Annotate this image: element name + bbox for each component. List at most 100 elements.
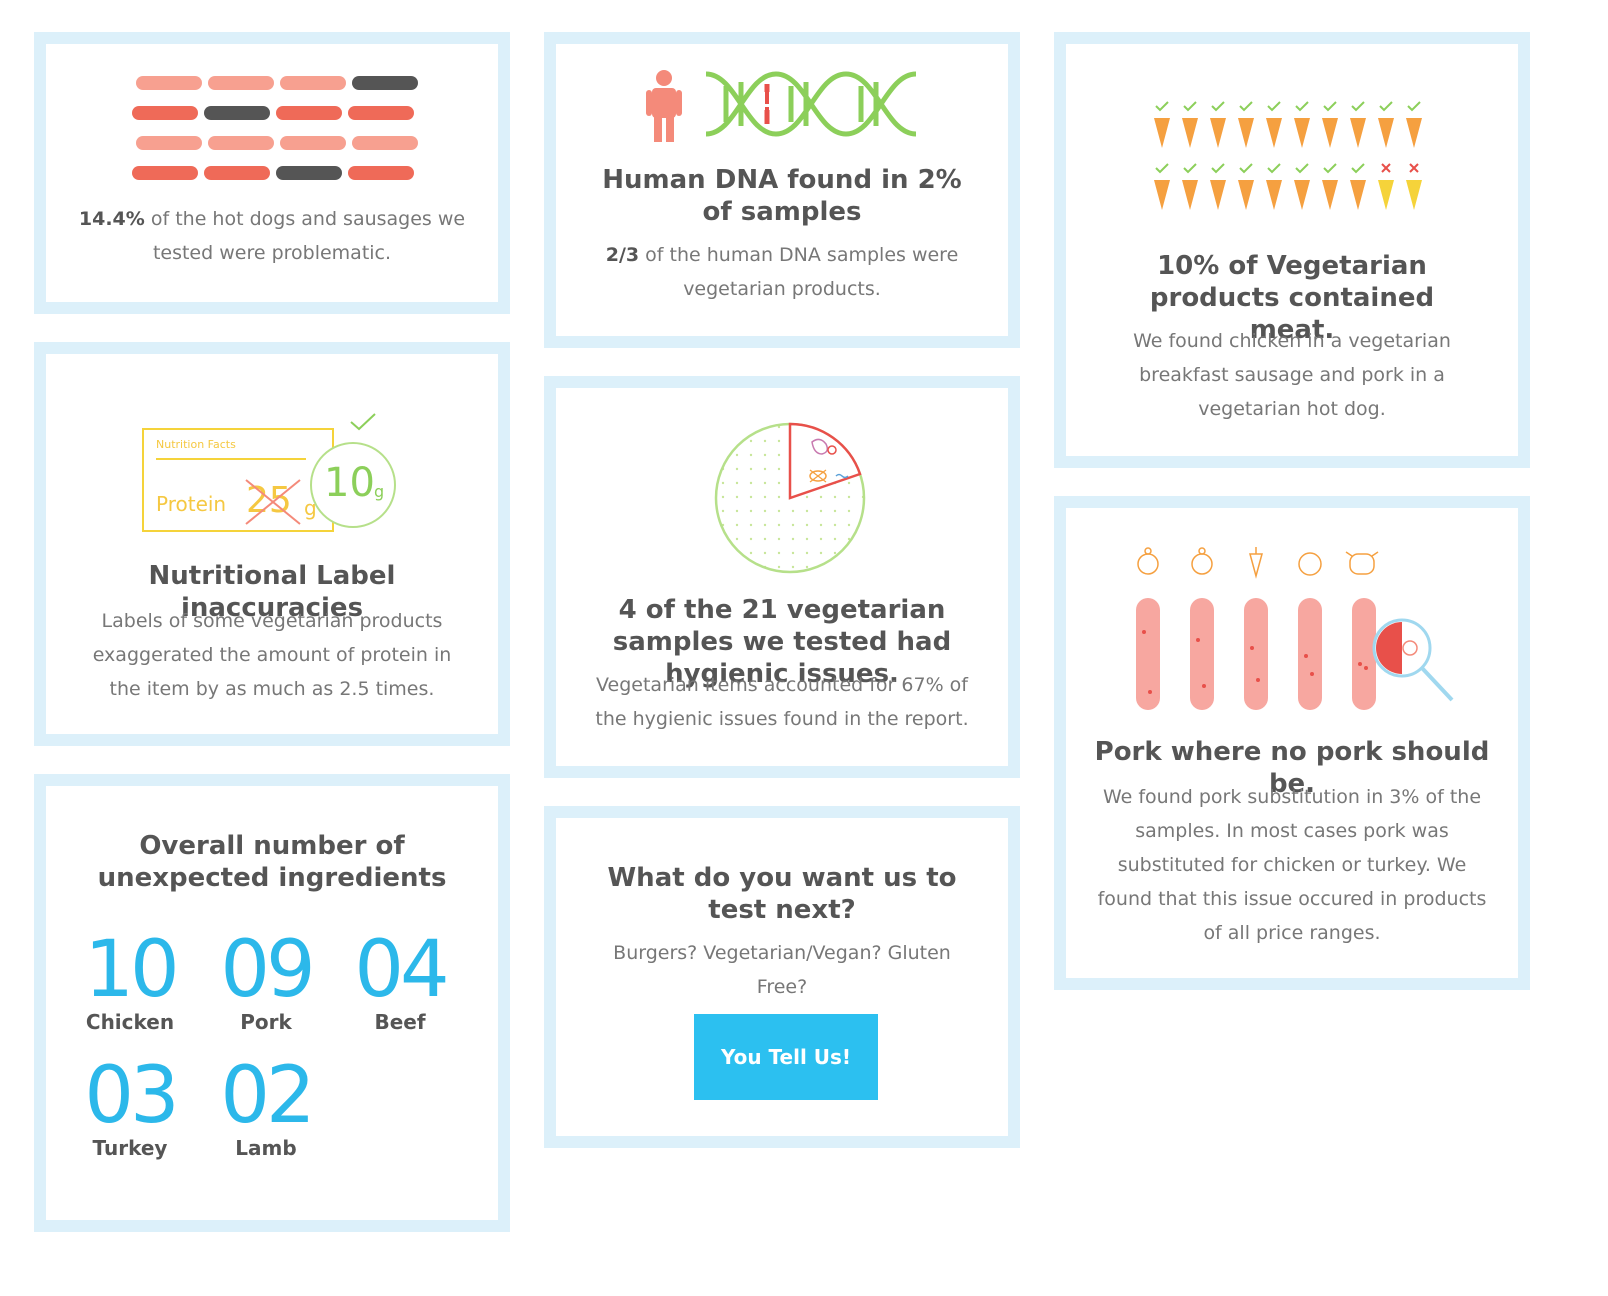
carrot-icon [1182, 180, 1198, 210]
sausage-icon [348, 166, 414, 180]
hygiene-text: Vegetarian items accounted for 67% of th… [595, 674, 969, 730]
ingredient-stat-beef: 04 Beef [340, 930, 460, 1034]
carrot-icon [1266, 118, 1282, 148]
checkmark-icon [1295, 163, 1309, 174]
sausage-icon [132, 106, 198, 120]
checkmark-icon [1323, 163, 1337, 174]
ingredient-value: 03 [84, 1051, 179, 1141]
sausage-icon [1136, 598, 1160, 710]
carrot-icon [1210, 118, 1226, 148]
ingredient-stat-pork: 09 Pork [206, 930, 326, 1034]
nutrition-label-protein: Protein [156, 492, 227, 516]
sausage-icon [132, 166, 198, 180]
dna-title: Human DNA found in 2% of samples [602, 165, 962, 227]
pork-sausage-icon [1136, 547, 1454, 710]
nutrition-text: Labels of some vegetarian products exagg… [92, 610, 452, 700]
nutrition-label-heading: Nutrition Facts [156, 438, 236, 451]
carrot-icon [1266, 180, 1282, 210]
card-hygiene: 4 of the 21 vegetarian samples we tested… [544, 376, 1020, 778]
sausage-icon [204, 106, 270, 120]
card-pork: Pork where no pork should be. We found p… [1054, 496, 1530, 990]
carrot-icon [1350, 180, 1366, 210]
hotdogs-text: 14.4% of the hot dogs and sausages we te… [76, 202, 468, 270]
dna-desc: of the human DNA samples were vegetarian… [639, 244, 959, 300]
carrot-icon [1378, 118, 1394, 148]
card-nutrition: Nutrition Facts Protein 25 g 10 g Nutrit… [34, 342, 510, 746]
card-vegetarian-meat: 10% of Vegetarian products contained mea… [1054, 32, 1530, 468]
ingredient-label: Lamb [235, 1136, 297, 1160]
sausage-icon [276, 166, 342, 180]
ingredient-value: 09 [220, 925, 315, 1015]
carrot-icon [1238, 180, 1254, 210]
pie-problem-slice [788, 422, 862, 500]
bug-icon [809, 469, 827, 483]
chicken-icon [1137, 547, 1159, 575]
hygiene-title: 4 of the 21 vegetarian samples we tested… [612, 595, 952, 689]
cow-icon [1345, 551, 1379, 575]
carrot-icon [1322, 118, 1338, 148]
ingredients-title: Overall number of unexpected ingredients [97, 831, 447, 893]
sausage-icon [1298, 598, 1322, 710]
ingredient-label: Chicken [85, 1010, 175, 1034]
carrot-icon [1154, 118, 1170, 148]
pork-title: Pork where no pork should be. [1094, 737, 1490, 799]
vegetarian-meat-text: We found chicken in a vegetarian breakfa… [1133, 330, 1451, 420]
sausage-icon [208, 136, 274, 150]
test-next-title: What do you want us to test next? [607, 863, 957, 925]
sausage-icon [276, 106, 342, 120]
hygiene-pie-icon [714, 422, 866, 574]
checkmark-icon [1183, 163, 1197, 174]
sausage-icon [352, 136, 418, 150]
sausage-icon [348, 106, 414, 120]
carrot-icon [1182, 118, 1198, 148]
ingredient-stat-turkey: 03 Turkey [70, 1056, 190, 1160]
card-hotdogs: 14.4% of the hot dogs and sausages we te… [34, 32, 510, 314]
checkmark-icon [1267, 101, 1281, 112]
checkmark-icon [1379, 101, 1393, 112]
sausage-icon [280, 76, 346, 90]
checkmark-icon [1211, 101, 1225, 112]
nutrition-label-icon: Nutrition Facts Protein 25 g 10 g [142, 413, 422, 538]
sausage-icon [352, 76, 418, 90]
carrot-icon [1322, 180, 1338, 210]
lamb-icon [1298, 552, 1322, 576]
sausage-icon [1352, 598, 1376, 710]
carrot-icon [1294, 118, 1310, 148]
you-tell-us-button[interactable]: You Tell Us! [694, 1014, 878, 1100]
carrot-icon [1210, 180, 1226, 210]
checkmark-icon [350, 413, 376, 431]
card-dna: Human DNA found in 2% of samples 2/3 of … [544, 32, 1020, 348]
checkmark-icon [1239, 163, 1253, 174]
checkmark-icon [1211, 163, 1225, 174]
carrot-icon [1238, 118, 1254, 148]
nutrition-title: Nutritional Label inaccuracies [148, 561, 396, 623]
carrot-icon [1154, 180, 1170, 210]
checkmark-icon [1323, 101, 1337, 112]
checkmark-icon [1267, 163, 1281, 174]
carrot-grid-icon [1154, 101, 1422, 210]
flagged-product-icon [1378, 180, 1394, 210]
carrot-icon [1350, 118, 1366, 148]
ingredient-value: 02 [220, 1051, 315, 1141]
sausage-icon [1190, 598, 1214, 710]
ingredient-value: 10 [84, 925, 179, 1015]
hotdogs-stat: 14.4% [78, 208, 145, 230]
ingredient-stat-lamb: 02 Lamb [206, 1056, 326, 1160]
ingredient-label: Pork [240, 1010, 292, 1034]
sausage-grid-icon [132, 76, 418, 180]
ingredient-stat-chicken: 10 Chicken [70, 930, 190, 1034]
checkmark-icon [1295, 101, 1309, 112]
checkmark-icon [1351, 101, 1365, 112]
sausage-icon [280, 136, 346, 150]
nutrition-label-box: Nutrition Facts Protein 25 g [142, 428, 334, 532]
human-dna-icon [646, 70, 917, 142]
checkmark-icon [1155, 163, 1169, 174]
ingredient-label: Beef [374, 1010, 426, 1034]
test-next-text: Burgers? Vegetarian/Vegan? Gluten Free? [613, 942, 951, 998]
checkmark-icon [1239, 101, 1253, 112]
ingredient-value: 04 [354, 925, 449, 1015]
dna-helix-icon [705, 71, 917, 137]
person-icon [646, 70, 682, 142]
checkmark-icon [1407, 101, 1421, 112]
checkmark-icon [1155, 101, 1169, 112]
